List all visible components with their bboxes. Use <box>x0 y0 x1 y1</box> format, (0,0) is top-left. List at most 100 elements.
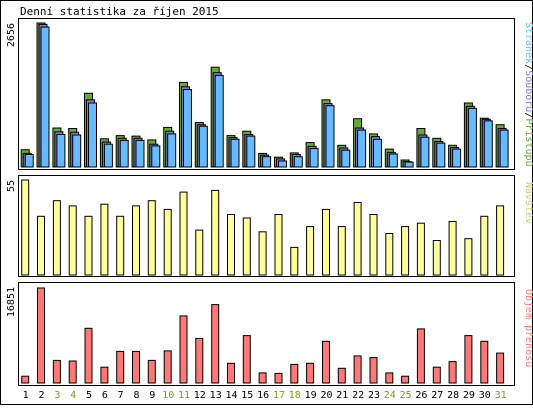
bar-stranek-day-8 <box>135 139 145 168</box>
bar-navstev-day-6 <box>100 203 109 276</box>
bar-navstev-day-31 <box>496 205 505 276</box>
visits-legend: Návštěv <box>523 182 533 224</box>
bar-stranek-day-17 <box>278 160 287 168</box>
bar-navstev-day-2 <box>37 215 45 276</box>
hits-ymax-label: 2656 <box>6 23 17 47</box>
bar-navstev-day-21 <box>337 226 346 276</box>
bar-stranek-day-24 <box>388 153 398 168</box>
day-label-26: 26 <box>415 390 427 401</box>
bar-navstev-day-26 <box>416 222 425 276</box>
bar-stranek-day-15 <box>246 135 256 168</box>
bar-prenos-day-22 <box>353 355 362 384</box>
bar-navstev-day-12 <box>195 229 204 276</box>
visits-panel-bars <box>21 179 505 276</box>
bar-stranek-day-21 <box>341 149 351 168</box>
legend-pristupu: Přístupů <box>523 118 533 166</box>
bar-stranek-day-27 <box>436 142 446 168</box>
bar-prenos-day-7 <box>116 350 125 384</box>
day-label-9: 9 <box>149 390 155 401</box>
day-label-14: 14 <box>225 390 237 401</box>
day-label-3: 3 <box>54 390 60 401</box>
bar-prenos-day-12 <box>195 338 204 384</box>
bar-stranek-day-20 <box>325 105 335 168</box>
bar-stranek-day-2 <box>40 26 50 168</box>
day-label-18: 18 <box>289 390 301 401</box>
day-label-29: 29 <box>463 390 475 401</box>
bar-stranek-day-10 <box>167 133 177 168</box>
bar-navstev-day-30 <box>480 215 489 276</box>
bar-navstev-day-19 <box>306 226 315 276</box>
bar-navstev-day-13 <box>211 189 220 276</box>
day-label-8: 8 <box>133 390 139 401</box>
bar-prenos-day-5 <box>84 327 93 384</box>
bar-stranek-day-22 <box>357 129 367 168</box>
day-label-10: 10 <box>162 390 174 401</box>
bar-stranek-day-5 <box>88 102 97 168</box>
bar-prenos-day-10 <box>163 350 172 384</box>
bar-navstev-day-10 <box>163 208 172 276</box>
day-label-22: 22 <box>352 390 364 401</box>
bar-stranek-day-7 <box>119 139 129 168</box>
bar-navstev-day-17 <box>274 214 283 276</box>
bar-prenos-day-16 <box>258 372 267 384</box>
bar-prenos-day-17 <box>274 372 283 384</box>
bar-prenos-day-3 <box>52 359 61 384</box>
day-label-20: 20 <box>320 390 332 401</box>
bar-stranek-day-3 <box>56 134 66 168</box>
bar-prenos-day-1 <box>21 375 30 384</box>
bar-prenos-day-24 <box>385 372 394 384</box>
legend-separator-1: / <box>523 64 533 70</box>
bar-navstev-day-9 <box>147 200 156 276</box>
day-label-11: 11 <box>178 390 190 401</box>
bar-stranek-day-6 <box>103 143 113 168</box>
bar-stranek-day-1 <box>24 154 34 168</box>
day-label-17: 17 <box>273 390 285 401</box>
day-label-15: 15 <box>241 390 253 401</box>
bar-navstev-day-27 <box>432 240 441 276</box>
bar-stranek-day-28 <box>452 148 462 168</box>
bar-stranek-day-11 <box>183 89 192 168</box>
bar-prenos-day-23 <box>369 357 378 384</box>
bar-prenos-day-20 <box>322 340 330 384</box>
bar-navstev-day-7 <box>116 215 125 276</box>
bar-prenos-day-4 <box>68 360 77 384</box>
hits-legend: Stránek/Souborů/Přístupů <box>523 22 533 167</box>
traffic-panel-bars <box>21 287 505 384</box>
bar-navstev-day-24 <box>385 233 394 276</box>
bar-navstev-day-1 <box>21 179 30 276</box>
day-label-30: 30 <box>479 390 491 401</box>
bar-prenos-day-26 <box>416 328 425 384</box>
day-label-5: 5 <box>86 390 92 401</box>
bar-prenos-day-28 <box>448 361 457 384</box>
bar-navstev-day-14 <box>227 214 235 276</box>
bar-prenos-day-6 <box>100 366 109 384</box>
day-label-16: 16 <box>257 390 269 401</box>
bar-prenos-day-19 <box>306 362 315 384</box>
bar-stranek-day-4 <box>72 134 82 168</box>
legend-stranek: Stránek <box>523 22 533 64</box>
bar-prenos-day-13 <box>211 304 220 384</box>
day-label-24: 24 <box>384 390 396 401</box>
bar-navstev-day-29 <box>464 238 473 276</box>
bar-prenos-day-14 <box>227 362 235 384</box>
traffic-legend: Objem přenosu <box>523 289 533 367</box>
bar-navstev-day-4 <box>68 205 77 276</box>
bar-stranek-day-18 <box>293 156 303 168</box>
bar-stranek-day-13 <box>214 74 224 168</box>
legend-souboru: Souborů <box>523 70 533 112</box>
bar-prenos-day-2 <box>37 287 45 384</box>
bar-prenos-day-29 <box>464 335 473 384</box>
bar-navstev-day-18 <box>290 246 299 276</box>
bar-navstev-day-25 <box>401 226 410 276</box>
bar-prenos-day-21 <box>337 367 346 384</box>
chart-title: Denní statistika za říjen 2015 <box>20 5 219 18</box>
day-label-2: 2 <box>38 390 44 401</box>
bar-prenos-day-27 <box>432 366 441 384</box>
day-label-7: 7 <box>118 390 124 401</box>
bar-prenos-day-30 <box>480 340 489 384</box>
day-label-23: 23 <box>368 390 380 401</box>
bar-prenos-day-25 <box>401 375 410 384</box>
bar-navstev-day-8 <box>132 205 140 276</box>
bar-stranek-day-19 <box>309 148 319 168</box>
